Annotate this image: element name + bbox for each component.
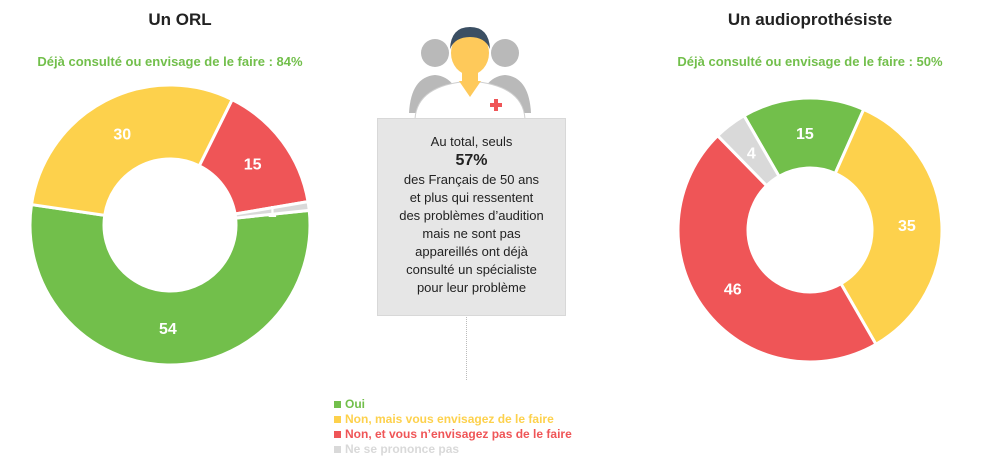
data-label-orl-oui: 54 [159, 321, 177, 338]
donut-slice-orl-oui [28, 202, 312, 367]
note-line: Au total, seuls [430, 134, 513, 149]
legend: Oui Non, mais vous envisagez de le faire… [334, 397, 572, 457]
legend-label: Non, mais vous envisagez de le faire [345, 412, 554, 426]
note-line: des problèmes d’audition [399, 208, 544, 223]
legend-swatch [334, 416, 341, 423]
note-line: appareillés ont déjà [415, 244, 528, 259]
data-label-audio-envisage: 35 [898, 218, 916, 235]
summary-note: Au total, seuls 57% des Français de 50 a… [377, 118, 566, 316]
data-label-audio-oui: 15 [796, 126, 814, 143]
legend-swatch [334, 401, 341, 408]
legend-item-non: Non, et vous n’envisagez pas de le faire [334, 427, 572, 442]
legend-item-envisage: Non, mais vous envisagez de le faire [334, 412, 572, 427]
legend-swatch [334, 446, 341, 453]
note-line: consulté un spécialiste [406, 262, 537, 277]
donut-slice-audio-non [676, 133, 879, 364]
legend-swatch [334, 431, 341, 438]
legend-label: Non, et vous n’envisagez pas de le faire [345, 427, 572, 441]
data-label-audio-non: 46 [724, 282, 742, 299]
note-line: pour leur problème [416, 280, 527, 295]
data-label-orl-non: 15 [244, 157, 262, 174]
donut-slice-audio-envisage [833, 107, 944, 347]
chart-subtitle-audioprothesiste: Déjà consulté ou envisage de le faire : … [677, 54, 943, 69]
chart-subtitle-orl: Déjà consulté ou envisage de le faire : … [37, 54, 303, 69]
data-label-orl-nsp: 1 [268, 204, 277, 221]
donut-slice-orl-nsp [233, 199, 311, 220]
data-label-audio-nsp: 4 [747, 146, 756, 163]
medical-cross-icon [490, 99, 502, 111]
chart-title-audioprothesiste: Un audioprothésiste [727, 10, 893, 29]
legend-label: Oui [345, 397, 365, 411]
data-label-orl-envisage: 30 [113, 127, 131, 144]
doctor-group-icon [405, 15, 535, 130]
donut-slice-audio-nsp [715, 113, 782, 188]
legend-item-nsp: Ne se prononce pas [334, 442, 572, 457]
legend-item-oui: Oui [334, 397, 572, 412]
legend-label: Ne se prononce pas [345, 442, 460, 456]
donut-slice-orl-envisage [29, 83, 235, 218]
note-line: des Français de 50 ans [403, 172, 540, 187]
chart-title-orl: Un ORL [148, 10, 212, 29]
note-line: et plus qui ressentent [409, 190, 534, 205]
note-line: mais ne sont pas [422, 226, 521, 241]
note-highlight: 57% [455, 152, 488, 169]
